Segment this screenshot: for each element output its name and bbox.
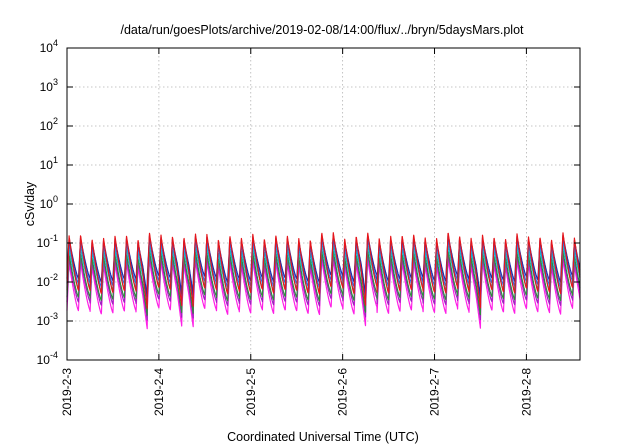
y-tick-label: 10-4: [37, 350, 58, 367]
series-line: [66, 250, 581, 316]
chart-title: /data/run/goesPlots/archive/2019-02-08/1…: [120, 23, 524, 37]
grid: [67, 48, 580, 360]
y-tick-label: 104: [40, 38, 58, 55]
x-axis-label: Coordinated Universal Time (UTC): [227, 430, 419, 444]
x-axis: 2019-2-3 2019-2-4 2019-2-5 2019-2-6 2019-2-7…: [60, 48, 533, 416]
y-tick-label: 100: [40, 194, 58, 211]
x-tick-label: 2019-2-7: [428, 368, 442, 416]
y-tick-label: 10-1: [37, 233, 58, 250]
y-tick-label: 102: [40, 116, 58, 133]
series-line: [66, 244, 581, 307]
series-line: [66, 254, 581, 321]
x-tick-label: 2019-2-6: [336, 368, 350, 416]
y-axis-label: cSv/day: [23, 181, 37, 226]
x-tick-label: 2019-2-3: [60, 368, 74, 416]
y-tick-label: 101: [40, 155, 58, 172]
y-tick-label: 10-2: [37, 272, 58, 289]
x-tick-label: 2019-2-4: [152, 368, 166, 416]
x-tick-label: 2019-2-8: [519, 368, 533, 416]
series-group: [66, 232, 581, 330]
y-tick-label: 10-3: [37, 311, 58, 328]
y-tick-label: 103: [40, 77, 58, 94]
x-tick-label: 2019-2-5: [244, 368, 258, 416]
series-line: [66, 259, 581, 330]
series-line: [66, 232, 581, 309]
